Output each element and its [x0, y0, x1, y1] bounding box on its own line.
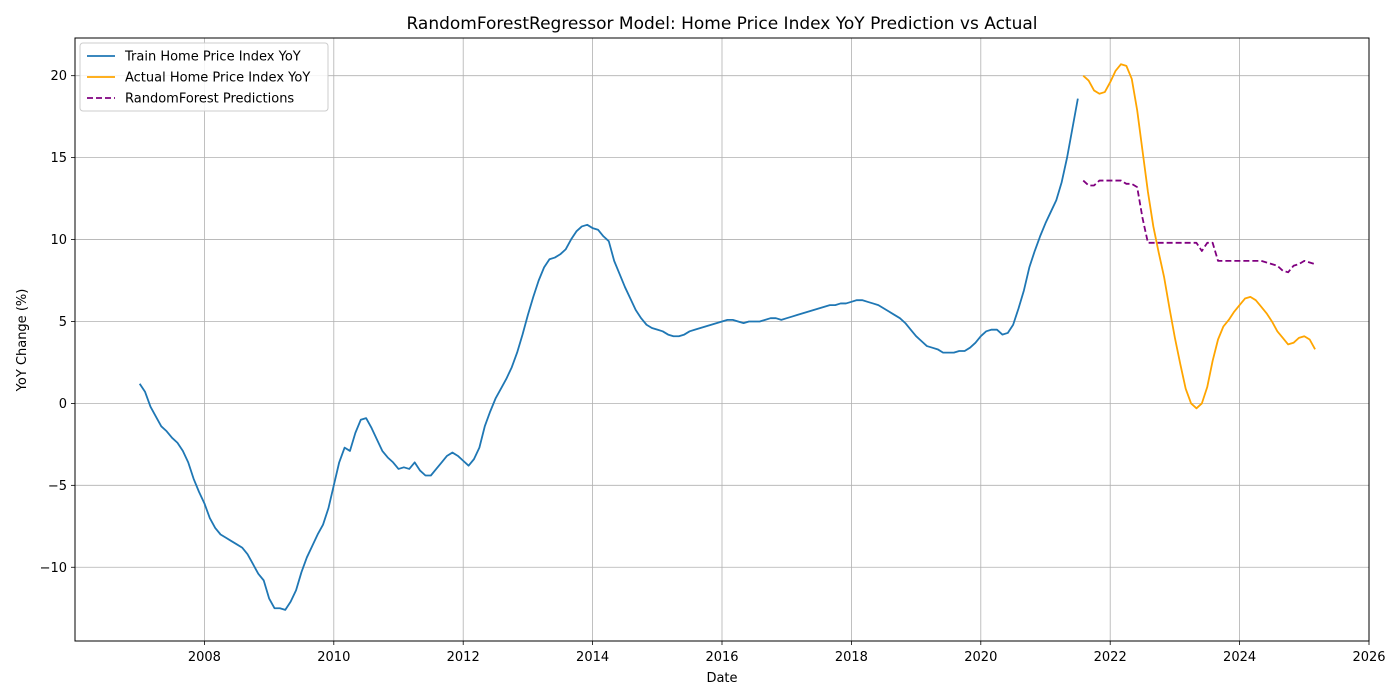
- x-tick-label: 2018: [835, 650, 868, 665]
- x-tick-label: 2016: [705, 650, 738, 665]
- legend-label: Train Home Price Index YoY: [124, 50, 301, 65]
- x-tick-label: 2022: [1094, 650, 1127, 665]
- x-tick-label: 2020: [964, 650, 997, 665]
- x-tick-label: 2010: [317, 650, 350, 665]
- y-tick-label: 5: [59, 315, 67, 330]
- series-line-1: [1082, 63, 1316, 410]
- x-axis-label: Date: [706, 671, 737, 686]
- y-tick-label: 0: [59, 397, 67, 412]
- series-lines: [138, 63, 1316, 611]
- y-tick-label: −5: [48, 479, 67, 494]
- x-tick-label: 2024: [1223, 650, 1256, 665]
- axis-ticks: 2008 2010 2012 2014 2016 2018 2020 2022 2024 2026…: [40, 69, 1386, 665]
- x-tick-label: 2026: [1352, 650, 1385, 665]
- y-tick-label: 20: [50, 69, 67, 84]
- y-axis-label: YoY Change (%): [15, 289, 30, 393]
- x-tick-label: 2008: [188, 650, 221, 665]
- y-tick-label: 10: [50, 233, 67, 248]
- legend-label: RandomForest Predictions: [125, 92, 294, 107]
- legend-box: [79, 42, 329, 112]
- y-tick-label: 15: [50, 151, 67, 166]
- x-tick-label: 2012: [447, 650, 480, 665]
- legend: Train Home Price Index YoY Actual Home Pr…: [79, 42, 329, 112]
- legend-label: Actual Home Price Index YoY: [125, 71, 310, 86]
- x-tick-label: 2014: [576, 650, 609, 665]
- series-line-0: [138, 98, 1079, 611]
- chart-title: RandomForestRegressor Model: Home Price …: [406, 14, 1037, 34]
- y-tick-label: −10: [40, 561, 67, 576]
